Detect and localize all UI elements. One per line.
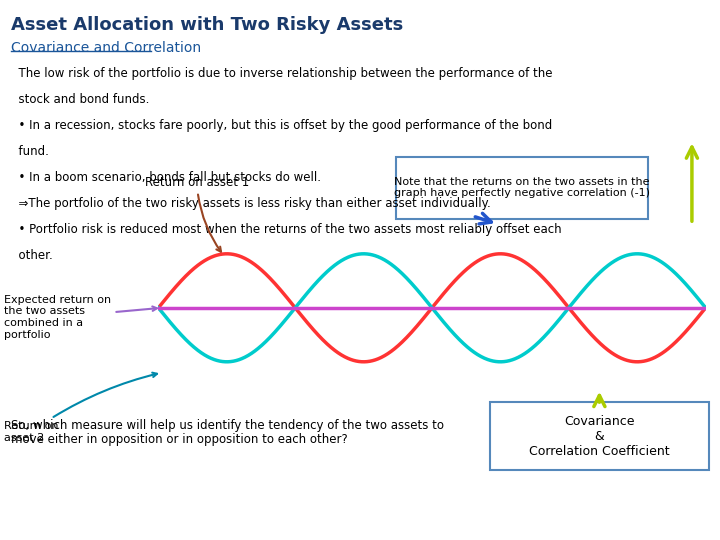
Text: Covariance and Correlation: Covariance and Correlation	[11, 40, 201, 55]
FancyBboxPatch shape	[490, 402, 709, 470]
Text: Asset Allocation with Two Risky Assets: Asset Allocation with Two Risky Assets	[11, 16, 403, 34]
Text: Expected return on
the two assets
combined in a
portfolio: Expected return on the two assets combin…	[4, 295, 157, 340]
Text: So, which measure will help us identify the tendency of the two assets to
move e: So, which measure will help us identify …	[11, 418, 444, 447]
Text: • In a boom scenario, bonds fall but stocks do well.: • In a boom scenario, bonds fall but sto…	[11, 171, 321, 184]
Text: Return on
asset 2: Return on asset 2	[4, 373, 157, 443]
Text: Return on asset 1: Return on asset 1	[145, 176, 249, 252]
Text: • Portfolio risk is reduced most when the returns of the two assets most reliabl: • Portfolio risk is reduced most when th…	[11, 223, 562, 236]
Text: fund.: fund.	[11, 145, 49, 158]
Text: other.: other.	[11, 249, 53, 262]
Text: The low risk of the portfolio is due to inverse relationship between the perform: The low risk of the portfolio is due to …	[11, 68, 552, 80]
Text: stock and bond funds.: stock and bond funds.	[11, 93, 149, 106]
Text: • In a recession, stocks fare poorly, but this is offset by the good performance: • In a recession, stocks fare poorly, bu…	[11, 119, 552, 132]
FancyBboxPatch shape	[395, 157, 647, 219]
Text: Note that the returns on the two assets in the
graph have perfectly negative cor: Note that the returns on the two assets …	[394, 177, 649, 198]
Text: ⇒The portfolio of the two risky assets is less risky than either asset individua: ⇒The portfolio of the two risky assets i…	[11, 197, 490, 210]
Text: Covariance
&
Correlation Coefficient: Covariance & Correlation Coefficient	[529, 415, 670, 457]
